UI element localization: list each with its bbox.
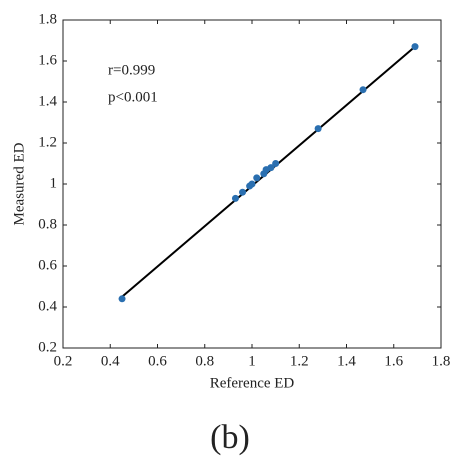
y-tick-label: 0.8: [38, 216, 57, 232]
y-tick-label: 1.8: [38, 11, 57, 27]
data-point: [359, 86, 367, 94]
x-tick-label: 1.2: [290, 353, 309, 369]
x-tick-label: 0.6: [148, 353, 167, 369]
x-axis-label: Reference ED: [210, 375, 295, 391]
y-axis-label: Measured ED: [11, 142, 27, 225]
data-point: [239, 188, 247, 196]
y-tick-label: 1.2: [38, 134, 57, 150]
data-point: [253, 174, 261, 182]
x-tick-label: 1.6: [384, 353, 403, 369]
x-tick-label: 1.4: [337, 353, 356, 369]
y-tick-label: 1: [50, 175, 58, 191]
data-point: [248, 180, 256, 188]
caption: (b): [210, 419, 250, 456]
annotation: p<0.001: [108, 89, 158, 105]
y-tick-label: 1.6: [38, 52, 57, 68]
y-tick-label: 0.6: [38, 257, 57, 273]
x-tick-label: 0.4: [101, 353, 120, 369]
data-point: [411, 43, 419, 51]
data-point: [231, 194, 239, 202]
x-tick-label: 0.8: [195, 353, 214, 369]
data-point: [314, 125, 322, 133]
y-tick-label: 0.2: [38, 339, 57, 355]
annotation: r=0.999: [108, 62, 155, 78]
x-tick-label: 1.8: [432, 353, 451, 369]
x-tick-label: 0.2: [54, 353, 73, 369]
data-point: [267, 164, 275, 172]
data-point: [272, 160, 280, 167]
x-tick-label: 1: [248, 353, 256, 369]
data-point: [118, 295, 126, 303]
y-tick-label: 1.4: [38, 93, 57, 109]
y-tick-label: 0.4: [38, 298, 57, 314]
